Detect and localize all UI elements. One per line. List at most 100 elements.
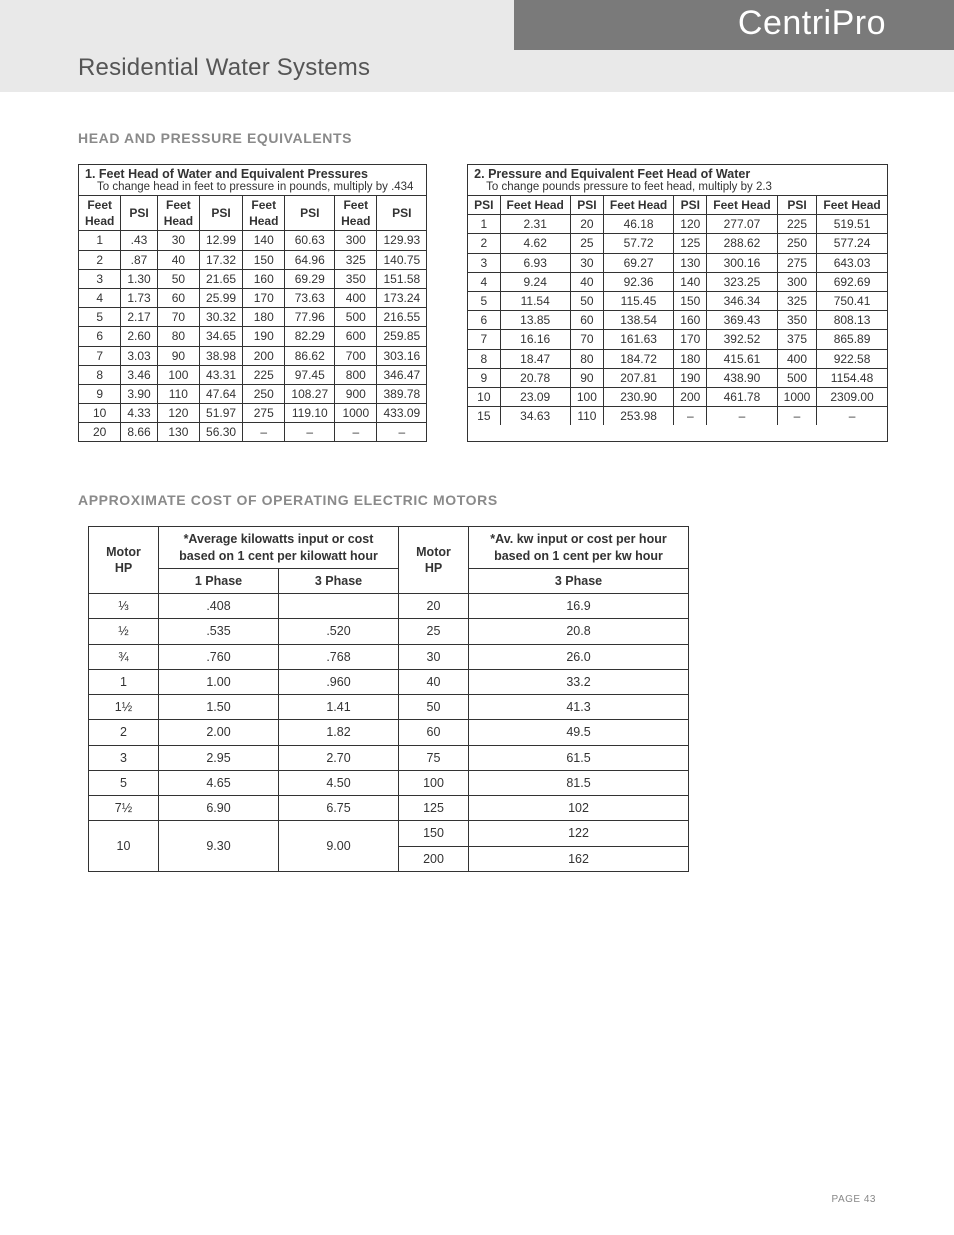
table-cell: 23.09: [500, 387, 570, 406]
table-cell: 3.46: [121, 365, 157, 384]
table-cell: .768: [279, 644, 399, 669]
table-cell: 6.90: [159, 796, 279, 821]
col-header: MotorHP: [399, 527, 469, 594]
table-cell: 122: [469, 821, 689, 846]
table-cell: 8.66: [121, 423, 157, 442]
table-cell: 41.3: [469, 695, 689, 720]
table-cell: 253.98: [603, 407, 673, 426]
table-cell: 2.17: [121, 308, 157, 327]
table-cell: 800: [335, 365, 377, 384]
table-cell: 180: [243, 308, 285, 327]
table-cell: 150: [399, 821, 469, 846]
table-cell: 577.24: [817, 234, 887, 253]
col-header: *Average kilowatts input or cost based o…: [159, 527, 399, 569]
table-cell: 275: [243, 404, 285, 423]
table-cell: 21.65: [200, 269, 243, 288]
table-cell: 50: [157, 269, 199, 288]
table-cell: .535: [159, 619, 279, 644]
table-cell: 865.89: [817, 330, 887, 349]
table-cell: 162: [469, 846, 689, 871]
table-cell: 170: [243, 288, 285, 307]
table-cell: 300.16: [707, 253, 777, 272]
table-cell: 33.2: [469, 669, 689, 694]
table-cell: 2: [79, 250, 121, 269]
table-cell: 750.41: [817, 291, 887, 310]
table-cell: 4.33: [121, 404, 157, 423]
table-cell: 500: [777, 368, 817, 387]
table-cell: 34.65: [200, 327, 243, 346]
table-cell: 47.64: [200, 384, 243, 403]
col-header: 3 Phase: [469, 568, 689, 593]
table-cell: 25: [570, 234, 603, 253]
table-cell: 1.00: [159, 669, 279, 694]
table-cell: 4: [468, 272, 500, 291]
table-cell: .87: [121, 250, 157, 269]
table-cell: 9.24: [500, 272, 570, 291]
table-cell: 38.98: [200, 346, 243, 365]
table-cell: –: [817, 407, 887, 426]
table-cell: 438.90: [707, 368, 777, 387]
table-cell: 2.70: [279, 745, 399, 770]
table-cell: 20: [399, 594, 469, 619]
table-cell: 600: [335, 327, 377, 346]
table-cell: 461.78: [707, 387, 777, 406]
col-header: FeetHead: [157, 196, 199, 231]
col-header: FeetHead: [335, 196, 377, 231]
table-cell: 9: [79, 384, 121, 403]
table-cell: 20: [79, 423, 121, 442]
table-cell: 190: [674, 368, 707, 387]
table-cell: 6: [468, 311, 500, 330]
col-header: PSI: [674, 196, 707, 215]
table-cell: 275: [777, 253, 817, 272]
table-cell: [279, 594, 399, 619]
table-cell: 350: [777, 311, 817, 330]
table-cell: 30: [570, 253, 603, 272]
cost-table: MotorHP*Average kilowatts input or cost …: [88, 526, 689, 872]
table-cell: .520: [279, 619, 399, 644]
table-cell: 2.95: [159, 745, 279, 770]
table-cell: 8: [79, 365, 121, 384]
table-cell: ⅓: [89, 594, 159, 619]
table-cell: 160: [674, 311, 707, 330]
col-header: PSI: [285, 196, 335, 231]
col-header: PSI: [377, 196, 426, 231]
col-header: Feet Head: [707, 196, 777, 215]
table-cell: –: [707, 407, 777, 426]
table-cell: 13.85: [500, 311, 570, 330]
col-header: PSI: [121, 196, 157, 231]
table-cell: 6.93: [500, 253, 570, 272]
table-cell: 3: [89, 745, 159, 770]
table-cell: 250: [243, 384, 285, 403]
table-cell: 80: [157, 327, 199, 346]
table-cell: 30: [399, 644, 469, 669]
table-cell: 40: [399, 669, 469, 694]
table-2-subtitle: To change pounds pressure to feet head, …: [468, 181, 887, 195]
table-cell: 7½: [89, 796, 159, 821]
table-cell: 130: [674, 253, 707, 272]
table-cell: 90: [157, 346, 199, 365]
table-cell: 184.72: [603, 349, 673, 368]
table-cell: 1.73: [121, 288, 157, 307]
table-cell: 10: [79, 404, 121, 423]
table-cell: 369.43: [707, 311, 777, 330]
table-cell: 57.72: [603, 234, 673, 253]
table-cell: 50: [570, 291, 603, 310]
table-cell: 40: [157, 250, 199, 269]
table-cell: 4: [79, 288, 121, 307]
table-cell: 1.30: [121, 269, 157, 288]
col-header: *Av. kw input or cost per hour based on …: [469, 527, 689, 569]
table-cell: 50: [399, 695, 469, 720]
table-cell: 180: [674, 349, 707, 368]
table-cell: 3: [468, 253, 500, 272]
table-cell: 60: [399, 720, 469, 745]
table-cell: 100: [399, 770, 469, 795]
table-cell: 2.60: [121, 327, 157, 346]
table-cell: 216.55: [377, 308, 426, 327]
table-cell: 288.62: [707, 234, 777, 253]
table-cell: 3.03: [121, 346, 157, 365]
table-cell: 11.54: [500, 291, 570, 310]
table-cell: 125: [674, 234, 707, 253]
table-cell: 20: [570, 215, 603, 234]
table-cell: 1: [89, 669, 159, 694]
col-header: 1 Phase: [159, 568, 279, 593]
